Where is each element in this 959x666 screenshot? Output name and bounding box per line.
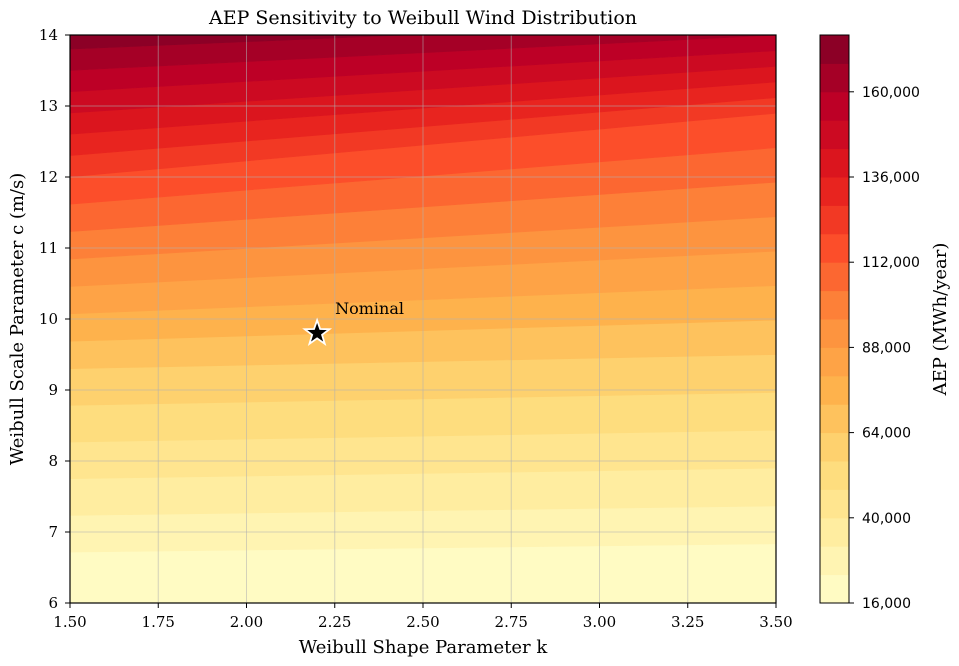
colorbar-band <box>820 375 849 405</box>
colorbar-tick-label: 88,000 <box>862 340 911 356</box>
x-tick-label: 2.75 <box>495 613 528 631</box>
colorbar-band <box>820 290 849 320</box>
plot-area: 1.50 1.75 2.00 2.25 2.50 2.75 3.00 3.25 3.50 6 7 8… <box>39 26 793 631</box>
colorbar-band <box>820 489 849 519</box>
y-tick-label: 13 <box>39 97 58 115</box>
y-axis-ticks: 6 7 8 9 10 11 12 13 14 <box>39 26 70 612</box>
colorbar-band <box>820 91 849 121</box>
colorbar-band <box>820 177 849 206</box>
colorbar-band <box>820 574 849 604</box>
colorbar-band <box>820 432 849 462</box>
colorbar-band <box>820 262 849 292</box>
x-tick-label: 3.50 <box>759 613 792 631</box>
x-tick-label: 2.25 <box>318 613 351 631</box>
colorbar-tick-label: 64,000 <box>862 426 911 442</box>
annotation-label: Nominal <box>335 299 404 318</box>
colorbar-band <box>820 63 849 93</box>
x-axis-ticks: 1.50 1.75 2.00 2.25 2.50 2.75 3.00 3.25 3.50 <box>53 603 793 631</box>
colorbar-tick-label: 160,000 <box>862 85 920 101</box>
colorbar-ticks: 16,000 40,000 64,000 88,000 112,000 136,000 16… <box>849 85 920 612</box>
y-tick-label: 10 <box>39 310 58 328</box>
colorbar-band <box>820 120 849 150</box>
colorbar-band <box>820 233 849 263</box>
y-tick-label: 14 <box>39 26 58 44</box>
y-tick-label: 7 <box>48 523 58 541</box>
chart-title: AEP Sensitivity to Weibull Wind Distribu… <box>208 7 637 29</box>
annotations: Nominal <box>302 299 404 346</box>
y-axis-label: Weibull Scale Parameter c (m/s) <box>7 173 28 466</box>
colorbar-band <box>820 404 849 434</box>
colorbar-band <box>820 517 849 547</box>
x-tick-label: 3.00 <box>583 613 616 631</box>
y-tick-label: 11 <box>39 239 58 257</box>
colorbar-bands <box>820 35 849 604</box>
nominal-star-marker <box>302 317 333 346</box>
colorbar-tick-label: 136,000 <box>862 170 920 186</box>
x-tick-label: 1.75 <box>142 613 175 631</box>
colorbar-label: AEP (MWh/year) <box>930 243 951 397</box>
colorbar-tick-label: 112,000 <box>862 255 920 271</box>
contour-band <box>70 35 414 50</box>
colorbar: 16,000 40,000 64,000 88,000 112,000 136,000 16… <box>819 34 951 612</box>
colorbar-band <box>820 546 849 576</box>
colorbar-band <box>820 205 849 235</box>
x-tick-label: 3.25 <box>671 613 704 631</box>
colorbar-band <box>820 461 849 490</box>
x-tick-label: 2.50 <box>406 613 439 631</box>
y-tick-label: 8 <box>48 452 58 470</box>
x-axis-label: Weibull Shape Parameter k <box>299 637 549 658</box>
colorbar-band <box>820 319 849 348</box>
x-tick-label: 2.00 <box>230 613 263 631</box>
colorbar-tick-label: 40,000 <box>862 511 911 527</box>
colorbar-frame <box>819 34 850 604</box>
colorbar-tick-label: 16,000 <box>862 596 911 612</box>
x-tick-label: 1.50 <box>53 613 86 631</box>
colorbar-band <box>820 347 849 377</box>
y-tick-label: 6 <box>48 594 58 612</box>
colorbar-band <box>820 35 849 64</box>
y-tick-label: 9 <box>48 381 58 399</box>
y-tick-label: 12 <box>39 168 58 186</box>
colorbar-band <box>820 148 849 178</box>
